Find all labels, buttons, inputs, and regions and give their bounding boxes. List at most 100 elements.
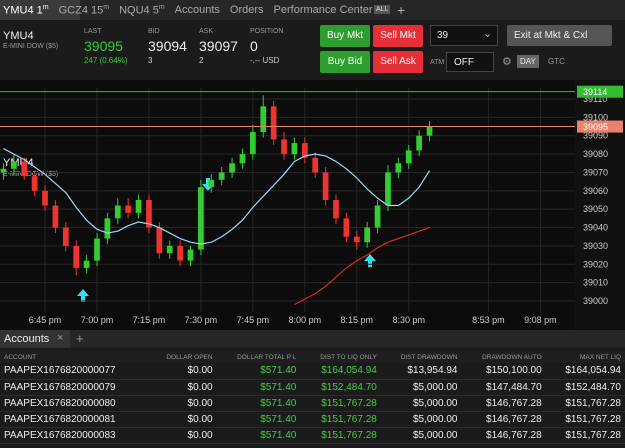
candle-body [426, 126, 433, 136]
change: 247 (0.64%) [84, 56, 128, 65]
table-cell: PAAPEX1676820000080 [0, 395, 149, 412]
table-cell: $571.40 [216, 363, 301, 380]
add-tab[interactable]: + [76, 331, 84, 346]
table-cell: $150,100.00 [461, 363, 546, 380]
close-tab[interactable]: × [57, 332, 64, 344]
candle-body [353, 236, 360, 243]
table-cell: $151,767.28 [545, 411, 625, 428]
accounts-tab-bg [0, 330, 70, 348]
accounts-tab[interactable]: Accounts [4, 333, 50, 345]
bid-label: BID [148, 28, 160, 35]
candle-body [218, 172, 225, 180]
candle-body [260, 106, 267, 133]
tab-unit: m [103, 4, 110, 11]
tab-symbol: NQU4 5 [119, 4, 159, 17]
symbol: YMU4 [3, 30, 34, 42]
atm-select[interactable]: OFF [446, 52, 494, 72]
tab[interactable]: Accounts [175, 4, 220, 16]
table-cell: $151,767.28 [300, 411, 381, 428]
tab[interactable]: YMU4 1m [3, 4, 49, 17]
tab-symbol: YMU4 1 [3, 4, 43, 17]
tab[interactable]: Orders [230, 4, 264, 16]
candle-body [291, 143, 298, 155]
table-cell: $0.00 [148, 411, 217, 428]
y-tick-label: 39110 [583, 94, 607, 104]
tab[interactable]: GCZ4 15m [59, 4, 109, 17]
table-cell: $0.00 [148, 427, 217, 444]
candle-body [156, 227, 163, 254]
quantity-input[interactable]: 39 [430, 25, 498, 46]
buy-mkt-button[interactable]: Buy Mkt [320, 25, 370, 47]
gtc-toggle[interactable]: GTC [548, 57, 565, 66]
candle-body [385, 172, 391, 206]
y-tick-label: 39040 [583, 223, 608, 233]
x-tick-label: 7:30 pm [185, 315, 218, 325]
candle-body [229, 163, 235, 173]
tab-unit: m [158, 4, 165, 11]
price-level-tag [577, 85, 623, 98]
column-header: DIST TO LIQ ONLY [300, 351, 381, 363]
y-tick-label: 39030 [583, 241, 608, 251]
column-header: DRAWDOWN AUTO [461, 351, 546, 363]
table-cell: PAAPEX1676820000077 [0, 363, 149, 380]
table-cell: $571.40 [216, 427, 301, 444]
tab-bar [0, 0, 625, 20]
candle-body [31, 176, 38, 191]
table-row: PAAPEX1676820000080 $0.00 $571.40 $151,767.… [0, 395, 625, 412]
exit-button[interactable]: Exit at Mkt & Cxl [507, 25, 612, 46]
table-row: PAAPEX1676820000077 $0.00 $571.40 $164,054.… [0, 363, 625, 380]
x-tick-label: 7:15 pm [133, 315, 166, 325]
buy-bid-button[interactable]: Buy Bid [320, 51, 370, 73]
table-cell: $151,767.28 [300, 427, 381, 444]
candle-body [52, 205, 59, 228]
candle-body [62, 227, 69, 246]
candle-body [270, 106, 277, 140]
candle-body [364, 227, 371, 243]
add-tab[interactable]: + [397, 2, 406, 18]
tab[interactable]: NQU4 5m [119, 4, 165, 17]
position-pnl: -.-- USD [250, 56, 280, 65]
candle-body [10, 161, 17, 169]
candle-body [343, 218, 350, 237]
accounts-bar [0, 330, 625, 348]
column-header: MAX NET LIQ [545, 351, 625, 363]
table-cell: $5,000.00 [380, 411, 462, 428]
x-tick-label: 8:00 pm [289, 315, 322, 325]
buy-arrow-icon [77, 289, 89, 302]
settings-icon[interactable]: ⚙ [502, 56, 512, 68]
candle-body [198, 187, 204, 250]
price-level-label: 39095 [583, 122, 608, 132]
candle-body [250, 132, 256, 155]
table-cell: $5,000.00 [380, 427, 462, 444]
candle-body [301, 143, 308, 158]
y-tick-label: 39000 [583, 296, 608, 306]
y-tick-label: 39090 [583, 131, 608, 141]
table-cell: $0.00 [148, 395, 217, 412]
column-header: DOLLAR TOTAL P L [216, 351, 301, 363]
table-row: PAAPEX1676820000079 $0.00 $571.40 $152,484.… [0, 379, 625, 396]
table-cell: $0.00 [148, 379, 217, 396]
x-tick-label: 8:15 pm [341, 315, 374, 325]
candle-body [166, 245, 173, 254]
tab-badge[interactable]: ALL [374, 5, 391, 14]
table-cell: $146,767.28 [461, 427, 546, 444]
x-tick-label: 8:30 pm [392, 315, 425, 325]
candle-body [104, 218, 111, 239]
y-tick-label: 39080 [583, 149, 608, 159]
candle-body [114, 205, 121, 219]
table-cell: $571.40 [216, 411, 301, 428]
candle-body [322, 172, 329, 200]
table-header: ACCOUNT DOLLAR OPEN DOLLAR TOTAL P L DIST T… [0, 351, 625, 363]
candle-body [94, 238, 100, 261]
qty-caret: ⌄ [483, 28, 493, 40]
table-cell: $0.00 [148, 363, 217, 380]
day-toggle[interactable]: DAY [517, 55, 539, 68]
tab[interactable]: Performance Center [274, 4, 373, 16]
ask: 39097 [199, 38, 238, 54]
table-cell: $146,767.28 [461, 411, 546, 428]
sell-mkt-button[interactable]: Sell Mkt [373, 25, 423, 47]
sell-ask-button[interactable]: Sell Ask [373, 51, 423, 73]
indicator-line [3, 148, 431, 245]
candle-body [312, 157, 319, 173]
